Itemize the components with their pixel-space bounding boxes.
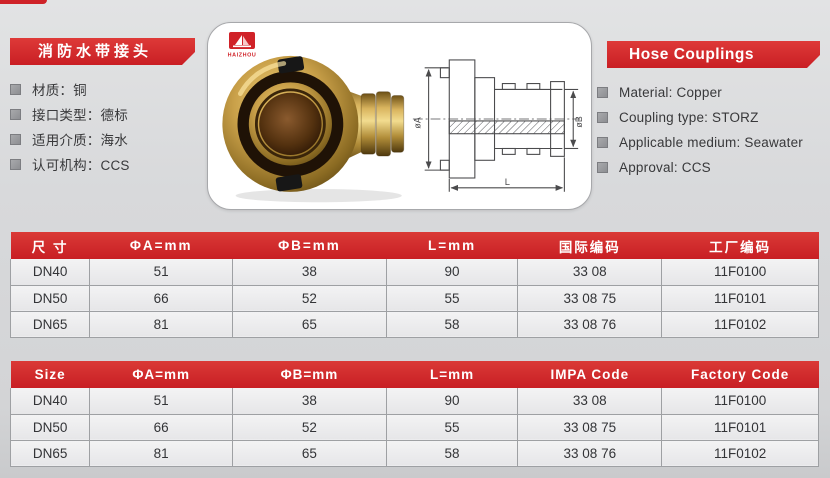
- table-cell: 51: [89, 259, 234, 286]
- english-spec-panel: Hose Couplings Material: Copper Coupling…: [597, 41, 823, 185]
- header-cell: ΦB=mm: [232, 361, 387, 388]
- spec-label: 材质：铜: [32, 83, 87, 98]
- table-cell: 90: [385, 259, 519, 286]
- table-cell: 11F0101: [661, 284, 819, 312]
- table-row: DN50 66 52 55 33 08 75 11F0101: [9, 413, 819, 441]
- spec-item: 材质：铜: [10, 82, 200, 98]
- haizhou-brand-logo: HAIZHOU: [228, 32, 257, 59]
- top-page-accent: [0, 0, 47, 4]
- size-table-chinese: 尺 寸 ΦA=mm ΦB=mm L=mm 国际编码 工厂编码 DN40 51 38 9…: [9, 232, 819, 338]
- product-photo-coupling: [222, 55, 405, 203]
- table-header-row: 尺 寸 ΦA=mm ΦB=mm L=mm 国际编码 工厂编码: [10, 232, 819, 259]
- table-cell: 65: [232, 439, 387, 467]
- table-cell: 52: [232, 413, 387, 441]
- square-bullet-icon: [597, 161, 608, 173]
- table-cell: 58: [385, 310, 519, 338]
- spec-label: 适用介质：海水: [32, 133, 128, 148]
- table-cell: 38: [232, 388, 387, 415]
- table-cell: 58: [385, 439, 519, 467]
- spec-item: 接口类型：德标: [10, 107, 200, 123]
- chinese-spec-panel: 消防水带接头 材质：铜 接口类型：德标 适用介质：海水 认可机构：CCS: [10, 38, 200, 182]
- table-cell: DN65: [9, 439, 91, 467]
- table-cell: 55: [385, 284, 519, 312]
- header-cell: L=mm: [386, 361, 518, 388]
- spec-item: Material: Copper: [597, 84, 823, 100]
- table-row: DN40 51 38 90 33 08 11F0100: [9, 259, 819, 286]
- table-cell: 11F0102: [661, 439, 819, 467]
- header-cell: 工厂编码: [661, 232, 819, 259]
- logo-text: HAIZHOU: [228, 53, 257, 59]
- table-row: DN40 51 38 90 33 08 11F0100: [9, 388, 819, 415]
- square-bullet-icon: [10, 108, 21, 120]
- spec-item: 适用介质：海水: [10, 132, 200, 148]
- spec-label: Applicable medium: Seawater: [619, 134, 803, 150]
- size-table-english: Size ΦA=mm ΦB=mm L=mm IMPA Code Factory …: [9, 361, 819, 467]
- header-cell: 国际编码: [517, 232, 662, 259]
- spec-label: 接口类型：德标: [32, 108, 128, 123]
- table-row: DN65 81 65 58 33 08 76 11F0102: [9, 439, 819, 467]
- table-cell: DN40: [9, 259, 91, 286]
- header-cell: Factory Code: [661, 361, 819, 388]
- spec-item: Approval: CCS: [597, 159, 823, 175]
- table-cell: 11F0100: [661, 388, 819, 415]
- spec-item: Applicable medium: Seawater: [597, 134, 823, 150]
- product-card: HAIZHOU: [207, 22, 592, 210]
- header-cell: L=mm: [386, 232, 518, 259]
- table-cell: 66: [89, 413, 234, 441]
- table-cell: 33 08: [517, 259, 663, 286]
- square-bullet-icon: [597, 111, 608, 123]
- spec-label: Approval: CCS: [619, 159, 711, 175]
- square-bullet-icon: [10, 158, 21, 170]
- table-cell: 81: [89, 439, 234, 467]
- table-cell: 55: [385, 413, 519, 441]
- table-cell: 90: [385, 388, 519, 415]
- table-cell: 81: [89, 310, 234, 338]
- table-cell: DN50: [9, 284, 91, 312]
- header-cell: IMPA Code: [517, 361, 662, 388]
- spec-item: Coupling type: STORZ: [597, 109, 823, 125]
- table-cell: DN50: [9, 413, 91, 441]
- spec-label: 认可机构：CCS: [32, 158, 130, 173]
- table-cell: 65: [232, 310, 387, 338]
- chinese-spec-list: 材质：铜 接口类型：德标 适用介质：海水 认可机构：CCS: [10, 82, 200, 173]
- table-cell: 33 08 75: [517, 413, 663, 441]
- table-cell: 33 08 76: [517, 439, 663, 467]
- dim-label-b: øB: [574, 116, 584, 127]
- square-bullet-icon: [597, 86, 608, 98]
- table-cell: 52: [232, 284, 387, 312]
- spec-label: Coupling type: STORZ: [619, 109, 759, 125]
- table-cell: 11F0102: [661, 310, 819, 338]
- header-cell: 尺 寸: [10, 232, 90, 259]
- table-cell: 66: [89, 284, 234, 312]
- table-cell: 11F0100: [661, 259, 819, 286]
- header-cell: ΦA=mm: [89, 361, 233, 388]
- spec-label: Material: Copper: [619, 84, 722, 100]
- table-cell: 33 08 76: [517, 310, 663, 338]
- spec-item: 认可机构：CCS: [10, 157, 200, 173]
- english-title-ribbon: Hose Couplings: [607, 41, 820, 68]
- table-row: DN50 66 52 55 33 08 75 11F0101: [9, 284, 819, 312]
- header-cell: ΦB=mm: [232, 232, 387, 259]
- chinese-title-ribbon: 消防水带接头: [10, 38, 195, 65]
- table-header-row: Size ΦA=mm ΦB=mm L=mm IMPA Code Factory …: [10, 361, 819, 388]
- dim-label-l: L: [505, 177, 510, 187]
- table-cell: 33 08: [517, 388, 663, 415]
- header-cell: ΦA=mm: [89, 232, 233, 259]
- english-spec-list: Material: Copper Coupling type: STORZ Ap…: [597, 84, 823, 175]
- square-bullet-icon: [597, 136, 608, 148]
- technical-drawing: øA øB L: [413, 59, 584, 192]
- table-cell: DN40: [9, 388, 91, 415]
- table-cell: 51: [89, 388, 234, 415]
- square-bullet-icon: [10, 83, 21, 95]
- table-cell: DN65: [9, 310, 91, 338]
- header-cell: Size: [10, 361, 90, 388]
- table-row: DN65 81 65 58 33 08 76 11F0102: [9, 310, 819, 338]
- table-cell: 11F0101: [661, 413, 819, 441]
- dim-label-a: øA: [413, 117, 423, 128]
- table-cell: 38: [232, 259, 387, 286]
- table-cell: 33 08 75: [517, 284, 663, 312]
- square-bullet-icon: [10, 133, 21, 145]
